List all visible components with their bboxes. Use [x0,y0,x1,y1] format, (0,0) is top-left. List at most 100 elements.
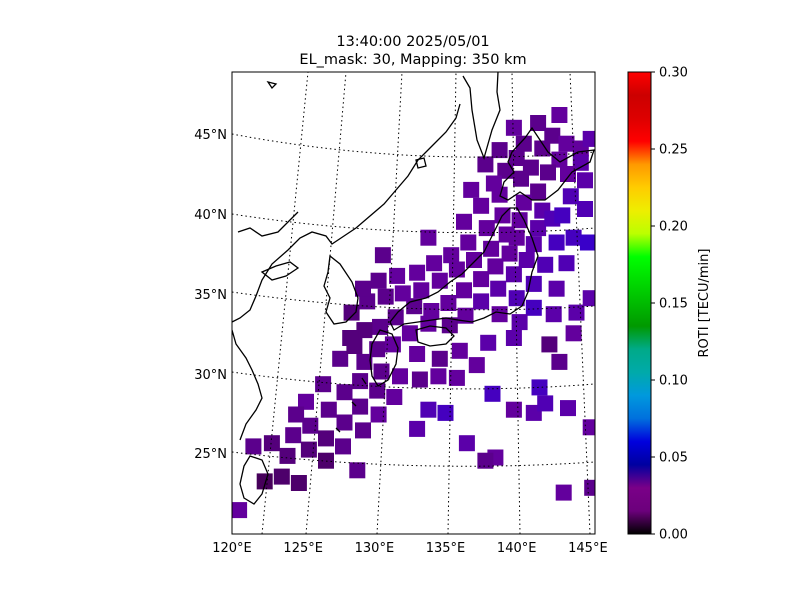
roti-cell [548,234,565,251]
roti-cell [511,212,528,229]
roti-cell [413,282,430,299]
lon-tick-label: 145°E [568,541,608,556]
roti-cells [232,107,595,519]
roti-cell [288,406,305,423]
roti-cell [401,325,418,342]
roti-cell [511,314,528,331]
roti-cell [515,194,532,211]
lat-tick-label: 25°N [194,447,227,462]
roti-cell [572,154,589,171]
map-area [232,72,595,534]
roti-cell [443,247,460,264]
roti-cell [373,363,390,380]
roti-cell [394,285,411,302]
roti-cell [448,369,465,386]
roti-cell [409,346,426,362]
roti-cell [537,395,554,412]
roti-cell [352,398,369,415]
roti-cell [560,400,576,417]
roti-cell [508,150,525,166]
colorbar-tick-label: 0.15 [659,297,688,312]
colorbar [627,71,652,535]
roti-cell [555,484,572,501]
roti-cell [332,350,349,367]
roti-cell [541,336,558,353]
roti-cell [490,280,507,297]
colorbar-label: ROTI [TECU/min] [697,249,712,358]
roti-cell [525,299,542,316]
roti-cell [448,261,465,278]
roti-cell [431,350,448,367]
roti-cell [232,502,248,519]
roti-cell [584,479,595,496]
roti-cell [290,475,307,491]
roti-cell [515,135,532,152]
roti-cell [548,280,565,297]
roti-cell [463,181,480,198]
roti-cell [335,438,351,455]
roti-cell [498,226,515,243]
colorbar-tick-label: 0.00 [659,528,688,543]
roti-cell [430,368,447,385]
roti-cell [501,245,518,262]
latitude-ticks: 25°N 30°N 35°N 40°N 45°N [194,128,227,462]
roti-cell [554,207,571,224]
roti-cell [431,272,448,289]
roti-cell [582,419,595,436]
roti-cell [537,256,554,273]
roti-cell [485,175,502,192]
roti-cell [508,290,525,307]
roti-cell [497,162,514,179]
roti-cell [544,127,561,144]
roti-cell [456,282,472,299]
roti-cell [245,438,262,455]
roti-cell [458,435,475,452]
roti-cell [505,330,522,346]
roti-cell [349,462,366,479]
roti-cell [562,188,579,205]
roti-cell [355,280,371,297]
colorbar-tick-label: 0.10 [659,374,688,389]
roti-cell [477,452,494,469]
lat-tick-label: 45°N [194,128,227,143]
roti-cell [440,295,457,311]
roti-cell [437,404,454,421]
lat-tick-label: 35°N [194,288,227,303]
roti-cell [279,447,296,464]
lon-tick-label: 120°E [212,541,252,556]
roti-cell [356,353,373,370]
roti-cell [263,435,280,452]
roti-cell [477,156,494,173]
roti-cell [505,119,522,136]
roti-cell [352,373,369,390]
roti-cell [487,258,504,275]
roti-cell [336,384,353,401]
roti-cell [577,201,593,217]
roti-cell [480,334,497,351]
roti-cell [346,338,363,354]
roti-cell [534,140,551,157]
roti-cell [420,401,437,418]
roti-cell [565,229,582,246]
roti-cell [478,220,495,237]
roti-cell [369,341,386,358]
colorbar-tick-label: 0.25 [659,143,688,158]
roti-cell [298,393,314,410]
longitude-ticks: 120°E 125°E 130°E 135°E 140°E 145°E [212,541,607,556]
roti-cell [302,417,319,434]
roti-cell [386,389,403,405]
roti-cell [460,234,477,251]
roti-cell [377,288,394,305]
roti-cell [387,309,404,326]
roti-cell [518,252,535,268]
roti-cell [256,473,273,490]
chart-title-line2: EL_mask: 30, Mapping: 350 km [299,52,526,68]
roti-cell [545,306,562,323]
roti-cell [505,401,522,418]
roti-cell [423,303,440,319]
roti-cell [551,107,568,123]
roti-cell [384,336,401,353]
roti-cell [582,290,595,307]
roti-cell [411,371,428,388]
